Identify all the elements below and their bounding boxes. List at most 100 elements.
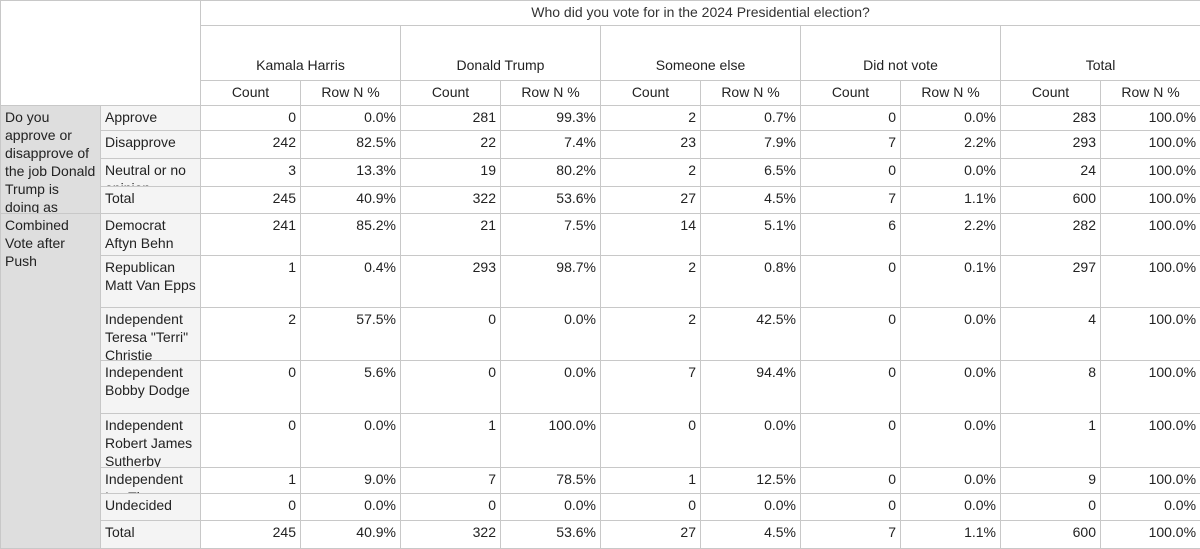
count: 0 xyxy=(801,494,901,521)
count: 22 xyxy=(401,131,501,159)
row-percent-text: 0.0% xyxy=(701,414,800,467)
row-percent-text: 53.6% xyxy=(501,187,600,213)
row-percent: 100.0% xyxy=(1101,361,1200,414)
row-percent-text: 100.0% xyxy=(1101,187,1200,213)
row-label: Total xyxy=(101,521,201,549)
count-text: 297 xyxy=(1001,256,1100,307)
count-text: 24 xyxy=(1001,159,1100,186)
count: 242 xyxy=(201,131,301,159)
row-percent-text: 0.0% xyxy=(901,494,1000,520)
count: 0 xyxy=(201,494,301,521)
count-text: 0 xyxy=(801,159,900,186)
row-percent-text: 80.2% xyxy=(501,159,600,186)
row-percent-text: 12.5% xyxy=(701,468,800,493)
row-percent-text: 82.5% xyxy=(301,131,400,158)
row-percent-text: 100.0% xyxy=(1101,521,1200,548)
count: 8 xyxy=(1001,361,1101,414)
row-percent-text: 0.0% xyxy=(301,494,400,520)
row-label: Approve xyxy=(101,106,201,131)
subcolumn-header-text: Row N % xyxy=(701,81,800,105)
count-text: 7 xyxy=(801,187,900,213)
row-percent: 98.7% xyxy=(501,256,601,308)
row-percent-text: 7.4% xyxy=(501,131,600,158)
count-text: 0 xyxy=(401,494,500,520)
count-text: 4 xyxy=(1001,308,1100,360)
row-percent-text: 9.0% xyxy=(301,468,400,493)
row-label: Disapprove xyxy=(101,131,201,159)
row-percent-text: 0.0% xyxy=(901,106,1000,130)
row-percent: 57.5% xyxy=(301,308,401,361)
count: 4 xyxy=(1001,308,1101,361)
row-percent-text: 0.0% xyxy=(901,468,1000,493)
group-label-text: Combined Vote after Push xyxy=(1,214,100,548)
row-percent: 0.0% xyxy=(1101,494,1200,521)
subcolumn-header: Count xyxy=(1001,81,1101,106)
count-text: 7 xyxy=(401,468,500,493)
column-header-text: Donald Trump xyxy=(401,54,600,80)
count-text: 7 xyxy=(801,131,900,158)
row-percent: 2.2% xyxy=(901,214,1001,256)
count-text: 245 xyxy=(201,521,300,548)
row-percent-text: 0.0% xyxy=(301,106,400,130)
count-text: 27 xyxy=(601,521,700,548)
row-label-text: Independent Teresa "Terri" Christie xyxy=(101,308,200,360)
row-percent-text: 0.4% xyxy=(301,256,400,307)
row-percent: 0.0% xyxy=(501,308,601,361)
row-percent-text: 0.0% xyxy=(901,159,1000,186)
row-percent: 80.2% xyxy=(501,159,601,187)
row-percent: 94.4% xyxy=(701,361,801,414)
count: 1 xyxy=(201,256,301,308)
count-text: 0 xyxy=(801,468,900,493)
row-percent: 100.0% xyxy=(1101,414,1200,468)
count-text: 0 xyxy=(401,308,500,360)
table-row: Do you approve or disapprove of the job … xyxy=(1,106,1200,131)
count-text: 322 xyxy=(401,521,500,548)
count: 0 xyxy=(401,361,501,414)
count-text: 0 xyxy=(1001,494,1100,520)
count-text: 6 xyxy=(801,214,900,255)
count-text: 2 xyxy=(601,256,700,307)
count-text: 245 xyxy=(201,187,300,213)
subcolumn-header-text: Count xyxy=(201,81,300,105)
row-label: Total xyxy=(101,187,201,214)
row-percent-text: 0.1% xyxy=(901,256,1000,307)
count-text: 0 xyxy=(801,414,900,467)
count: 3 xyxy=(201,159,301,187)
count-text: 281 xyxy=(401,106,500,130)
count: 241 xyxy=(201,214,301,256)
count: 2 xyxy=(601,256,701,308)
row-percent: 0.0% xyxy=(901,159,1001,187)
row-percent: 0.1% xyxy=(901,256,1001,308)
row-percent: 0.0% xyxy=(301,494,401,521)
row-percent: 42.5% xyxy=(701,308,801,361)
table-title-text: Who did you vote for in the 2024 Preside… xyxy=(201,1,1200,25)
column-header: Did not vote xyxy=(801,26,1001,81)
count-text: 0 xyxy=(801,106,900,130)
row-percent-text: 0.0% xyxy=(301,414,400,467)
count-text: 19 xyxy=(401,159,500,186)
row-percent: 1.1% xyxy=(901,521,1001,549)
row-percent-text: 94.4% xyxy=(701,361,800,413)
count-text: 0 xyxy=(801,361,900,413)
count: 0 xyxy=(801,414,901,468)
count: 0 xyxy=(801,256,901,308)
count: 21 xyxy=(401,214,501,256)
row-percent-text: 53.6% xyxy=(501,521,600,548)
row-percent: 40.9% xyxy=(301,521,401,549)
row-percent: 0.0% xyxy=(901,308,1001,361)
row-percent-text: 2.2% xyxy=(901,214,1000,255)
row-percent: 7.9% xyxy=(701,131,801,159)
count: 2 xyxy=(601,159,701,187)
count-text: 23 xyxy=(601,131,700,158)
row-percent: 0.0% xyxy=(301,414,401,468)
row-percent: 0.0% xyxy=(301,106,401,131)
count-text: 0 xyxy=(801,494,900,520)
row-percent-text: 7.5% xyxy=(501,214,600,255)
row-percent-text: 100.0% xyxy=(1101,159,1200,186)
subcolumn-header: Count xyxy=(201,81,301,106)
